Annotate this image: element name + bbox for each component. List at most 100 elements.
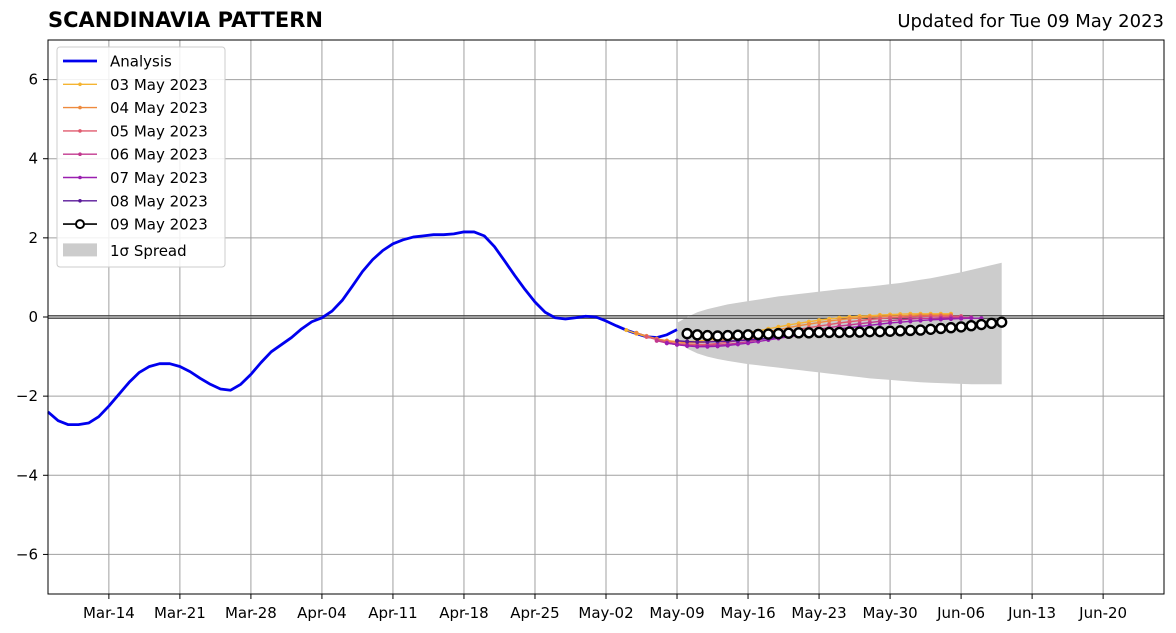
plot-frame	[47, 39, 1165, 595]
y-tick-label: −2	[16, 387, 38, 405]
legend-swatch-marker	[78, 152, 82, 156]
x-tick-label: Apr-18	[439, 604, 489, 622]
forecast-point	[742, 329, 754, 341]
forecast-point	[894, 325, 906, 337]
y-tick-label: 6	[28, 71, 38, 89]
forecast-point	[711, 330, 724, 342]
legend-box	[56, 46, 226, 268]
x-tick-label: Jun-20	[1078, 604, 1127, 622]
forecast-point	[782, 327, 795, 339]
chart-title: SCANDINAVIA PATTERN	[48, 8, 323, 32]
forecast-point	[898, 320, 903, 325]
x-tick-label: Mar-28	[225, 604, 277, 622]
forecast-point	[975, 318, 988, 331]
legend-label: 09 May 2023	[110, 216, 208, 234]
forecast-point	[816, 320, 822, 325]
legend-swatch-spread	[63, 243, 97, 257]
forecast-point	[833, 326, 846, 339]
legend-label: 08 May 2023	[110, 192, 208, 210]
forecast-point	[887, 320, 893, 326]
forecast-point	[685, 343, 690, 348]
chart-subtitle: Updated for Tue 09 May 2023	[897, 11, 1164, 32]
grid-layer	[48, 40, 1164, 594]
y-tick-label: 4	[28, 150, 38, 168]
legend-label: 03 May 2023	[110, 76, 208, 94]
x-tick-label: May-09	[649, 604, 704, 622]
legend-label: 04 May 2023	[110, 99, 208, 117]
forecast-point	[958, 316, 964, 321]
legend-label: Analysis	[110, 53, 172, 71]
forecast-point	[705, 344, 710, 349]
x-tick-label: May-16	[720, 604, 775, 622]
forecast-point	[701, 329, 714, 342]
forecast-point	[732, 329, 744, 341]
forecast-point	[806, 322, 812, 327]
forecast-point	[874, 325, 886, 338]
forecast-point	[918, 318, 923, 323]
legend-label: 06 May 2023	[110, 146, 208, 164]
forecast-point	[644, 334, 649, 339]
legend-swatch-marker	[78, 105, 82, 110]
x-tick-label: Mar-14	[83, 604, 135, 622]
forecast-point	[995, 316, 1008, 328]
series-layer	[47, 230, 1008, 427]
forecast-point	[965, 320, 977, 332]
x-tick-label: Jun-13	[1007, 604, 1056, 622]
forecast-point	[796, 323, 801, 328]
forecast-point	[691, 329, 704, 341]
x-tick-label: May-23	[791, 604, 846, 622]
legend: Analysis 03 May 2023 04 May 2023 05 May 202…	[56, 46, 226, 268]
forecast-point	[823, 326, 835, 339]
forecast-point	[674, 342, 680, 347]
forecast-point	[877, 322, 883, 327]
forecast-point	[945, 321, 957, 334]
forecast-point	[955, 321, 967, 333]
forecast-point	[948, 316, 954, 322]
forecast-point	[664, 341, 669, 346]
legend-swatch-marker	[78, 175, 82, 180]
forecast-point	[803, 327, 815, 339]
x-tick-label: Jun-06	[936, 604, 985, 622]
forecast-point	[904, 324, 917, 337]
x-tick-label: May-30	[862, 604, 917, 622]
forecast-point	[908, 319, 913, 324]
forecast-point	[884, 325, 896, 337]
legend-label: 07 May 2023	[110, 169, 208, 187]
forecast-point	[935, 322, 947, 335]
forecast-point	[843, 326, 856, 338]
forecast-point	[813, 326, 825, 339]
forecast-point	[938, 317, 943, 322]
legend-swatch-marker	[78, 129, 82, 133]
forecast-point	[735, 342, 740, 347]
y-tick-label: −6	[16, 545, 38, 563]
forecast-point	[772, 327, 785, 340]
forecast-point	[681, 327, 693, 340]
forecast-point	[715, 344, 720, 349]
forecast-point	[654, 338, 659, 343]
legend-label: 1σ Spread	[110, 242, 187, 260]
forecast-point	[914, 324, 927, 336]
legend-swatch-marker	[78, 82, 82, 87]
forecast-point	[985, 317, 998, 330]
forecast-point	[924, 323, 937, 335]
forecast-point	[695, 344, 700, 349]
forecast-point	[685, 339, 690, 344]
forecast-point	[762, 328, 775, 340]
x-tick-label: May-02	[578, 604, 633, 622]
analysis-line	[47, 230, 678, 427]
x-tick-label: Apr-11	[368, 604, 418, 622]
forecast-point	[634, 330, 639, 335]
y-tick-label: 2	[28, 229, 38, 247]
x-tick-label: Mar-21	[154, 604, 206, 622]
legend-swatch-marker	[78, 199, 82, 203]
forecast-point	[969, 316, 974, 321]
forecast-point	[695, 339, 700, 345]
forecast-point	[853, 326, 866, 338]
forecast-point	[827, 318, 832, 324]
x-tick-label: Apr-25	[510, 604, 560, 622]
y-tick-label: 0	[28, 308, 38, 326]
forecast-point	[864, 325, 876, 338]
legend-swatch-marker	[75, 219, 85, 230]
forecast-point	[725, 343, 730, 348]
